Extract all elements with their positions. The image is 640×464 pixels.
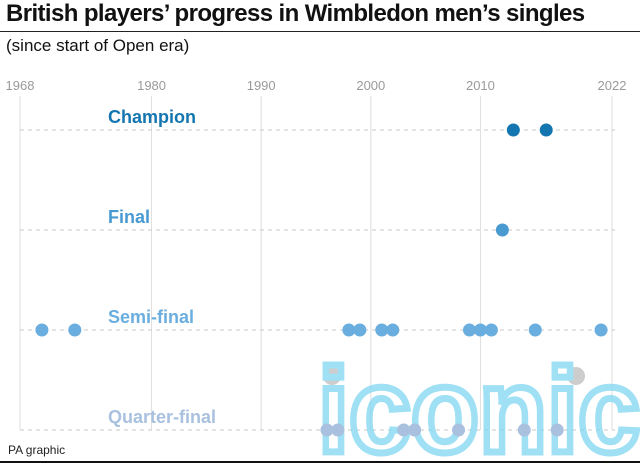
data-point	[353, 323, 367, 337]
bottom-rule	[0, 461, 640, 463]
data-point	[375, 323, 389, 337]
data-point	[550, 423, 564, 437]
data-point	[386, 323, 400, 337]
data-points	[35, 123, 608, 437]
row-label: Final	[108, 207, 150, 227]
watermark-dot-left	[323, 367, 341, 385]
title-rule	[0, 31, 640, 32]
data-point	[320, 423, 334, 437]
data-point	[342, 323, 356, 337]
x-tick-label: 1968	[6, 78, 35, 93]
data-point	[35, 323, 49, 337]
watermark-logo: iconic	[315, 341, 640, 464]
x-tick-label: 2000	[356, 78, 385, 93]
chart-title: British players’ progress in Wimbledon m…	[6, 0, 585, 27]
data-point	[68, 323, 82, 337]
footer-credit: PA graphic	[8, 443, 66, 457]
x-tick-label: 1980	[137, 78, 166, 93]
rows: Champion Final Semi-final Quarter-final	[20, 107, 615, 431]
watermark-text: iconic	[318, 344, 640, 464]
data-point	[484, 323, 498, 337]
data-point	[473, 323, 487, 337]
x-tick-label: 1990	[247, 78, 276, 93]
data-point	[397, 423, 411, 437]
data-point	[506, 123, 520, 137]
x-tick-label: 2022	[598, 78, 627, 93]
row-label: Semi-final	[108, 307, 194, 327]
data-point	[539, 123, 553, 137]
data-point	[408, 423, 422, 437]
data-point	[452, 423, 466, 437]
row-label: Quarter-final	[108, 407, 216, 427]
data-point	[528, 323, 542, 337]
row-label: Champion	[108, 107, 196, 127]
watermark-dot-right	[567, 367, 585, 385]
x-axis: 1968 1980 1990 2000 2010 2022	[6, 78, 627, 430]
data-point	[517, 423, 531, 437]
data-point	[495, 223, 509, 237]
x-tick-label: 2010	[466, 78, 495, 93]
data-point	[331, 423, 345, 437]
data-point	[462, 323, 476, 337]
chart-subtitle: (since start of Open era)	[6, 36, 190, 55]
data-point	[594, 323, 608, 337]
